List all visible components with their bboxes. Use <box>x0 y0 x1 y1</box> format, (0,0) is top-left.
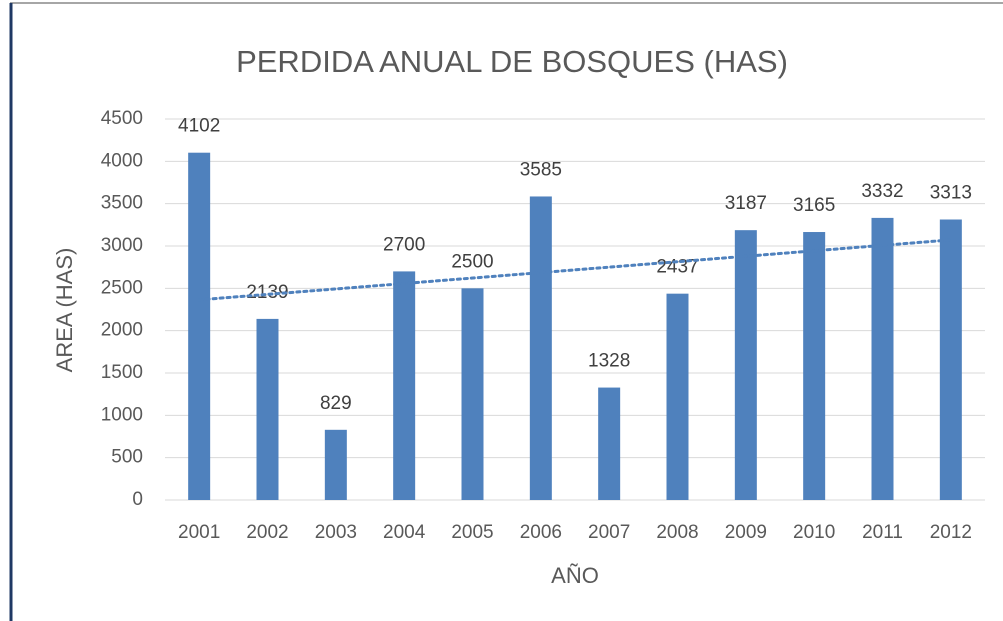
bar <box>598 387 621 500</box>
x-tick-label: 2001 <box>178 522 220 543</box>
data-label: 2500 <box>451 251 493 272</box>
y-axis-label: AREA (HAS) <box>52 248 77 373</box>
y-tick-label: 3000 <box>101 235 143 256</box>
data-label: 829 <box>320 393 352 414</box>
bar <box>734 230 757 500</box>
x-tick-label: 2011 <box>862 522 903 543</box>
data-label: 2700 <box>383 234 425 255</box>
data-label: 4102 <box>178 116 220 137</box>
y-tick-label: 2000 <box>101 320 143 341</box>
trendline <box>197 238 953 302</box>
data-label: 3313 <box>930 183 972 204</box>
x-tick-label: 2005 <box>451 522 493 543</box>
bar <box>666 293 689 500</box>
x-tick-label: 2003 <box>315 522 357 543</box>
y-tick-label: 1000 <box>101 404 143 425</box>
data-label: 1328 <box>588 351 630 372</box>
data-label: 2139 <box>246 282 288 303</box>
data-label: 3165 <box>793 195 835 216</box>
bar <box>188 152 211 500</box>
bar <box>939 219 962 500</box>
y-tick-label: 3500 <box>101 193 143 214</box>
y-tick-label: 2500 <box>101 277 143 298</box>
data-label: 3187 <box>725 193 767 214</box>
x-tick-label: 2010 <box>793 522 835 543</box>
x-tick-label: 2008 <box>656 522 698 543</box>
y-tick-label: 500 <box>111 447 143 468</box>
x-tick-label: 2002 <box>246 522 288 543</box>
chart-title: PERDIDA ANUAL DE BOSQUES (HAS) <box>236 44 788 79</box>
x-tick-label: 2006 <box>520 522 562 543</box>
bar <box>324 429 347 500</box>
bar <box>393 271 416 500</box>
y-tick-label: 1500 <box>101 362 143 383</box>
x-axis-label: AÑO <box>551 563 599 588</box>
x-tick-label: 2007 <box>588 522 630 543</box>
y-tick-label: 4500 <box>101 108 143 129</box>
x-tick-label: 2009 <box>725 522 767 543</box>
x-tick-label: 2004 <box>383 522 426 543</box>
data-label: 3332 <box>861 181 903 202</box>
bar <box>871 217 894 500</box>
data-label: 2437 <box>656 257 698 278</box>
bar <box>529 196 552 500</box>
y-tick-label: 0 <box>132 489 143 510</box>
bar <box>461 288 484 500</box>
x-tick-label: 2012 <box>930 522 972 543</box>
y-tick-label: 4000 <box>101 150 143 171</box>
bar <box>256 318 279 500</box>
data-label: 3585 <box>520 159 562 180</box>
bar <box>803 232 826 500</box>
